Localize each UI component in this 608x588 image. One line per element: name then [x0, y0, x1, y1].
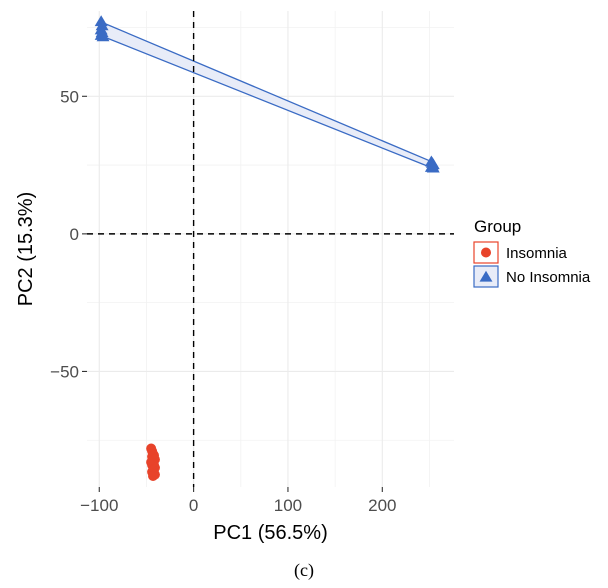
- data-point-insomnia: [148, 470, 159, 481]
- data-point-no-insomnia: [96, 30, 110, 42]
- y-tick-label: 0: [70, 225, 79, 244]
- legend-marker-no-insomnia: [479, 270, 493, 282]
- data-point-no-insomnia: [426, 161, 440, 173]
- x-tick-label: 200: [368, 496, 396, 515]
- x-tick-label: 0: [189, 496, 198, 515]
- legend-label-no-insomnia: No Insomnia: [506, 269, 591, 286]
- figure-caption: (c): [294, 560, 314, 580]
- x-tick-label: 100: [274, 496, 302, 515]
- y-tick-label: 50: [60, 87, 79, 106]
- y-tick-label: −50: [50, 362, 79, 381]
- legend-title: Group: [474, 217, 521, 236]
- y-axis-title: PC2 (15.3%): [15, 192, 37, 307]
- legend-label-insomnia: Insomnia: [506, 245, 568, 262]
- plot-panel: [87, 11, 454, 487]
- x-tick-label: −100: [80, 496, 118, 515]
- x-axis-title: PC1 (56.5%): [213, 522, 328, 544]
- legend-marker-insomnia: [481, 247, 491, 258]
- pca-scatter-chart: −100 0 100 200 −50 0 50 PC1 (56.5%) PC2 (15.3%) G…: [15, 11, 591, 544]
- legend: Group Insomnia No Insomnia: [473, 217, 591, 288]
